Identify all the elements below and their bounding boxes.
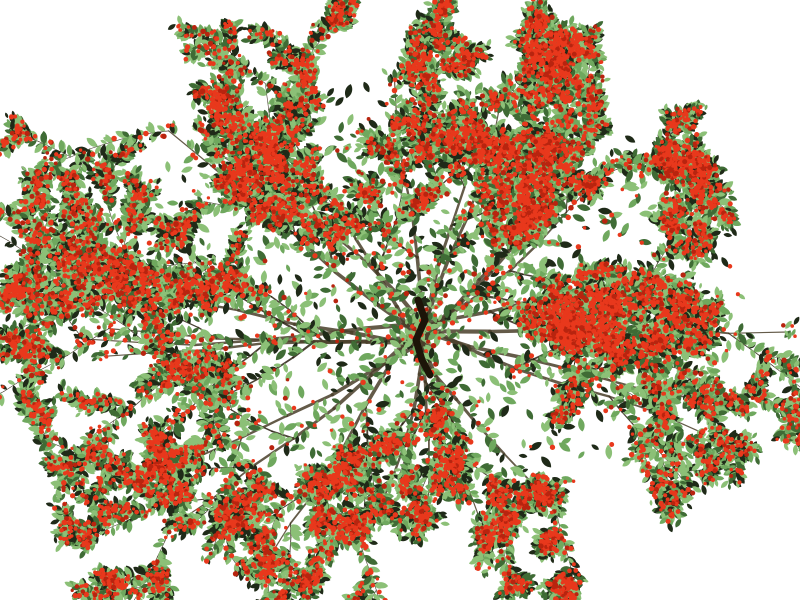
branch-segment (0, 229, 8, 241)
